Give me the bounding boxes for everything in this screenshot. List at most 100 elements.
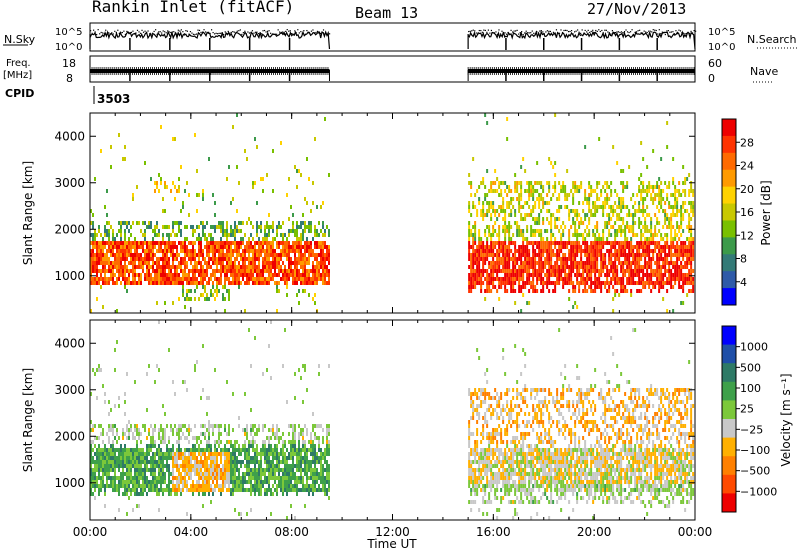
heatmap-cell bbox=[208, 265, 210, 269]
heatmap-cell bbox=[686, 225, 689, 229]
heatmap-cell bbox=[666, 241, 669, 245]
heatmap-cell bbox=[520, 213, 523, 217]
heatmap-cell bbox=[124, 456, 126, 460]
heatmap-cell bbox=[596, 277, 599, 281]
heatmap-cell bbox=[582, 265, 585, 269]
heatmap-cell bbox=[194, 424, 196, 428]
heatmap-cell bbox=[296, 237, 298, 241]
heatmap-cell bbox=[94, 372, 96, 376]
heatmap-cell bbox=[276, 265, 278, 269]
heatmap-cell bbox=[252, 225, 254, 229]
heatmap-cell bbox=[136, 504, 138, 508]
heatmap-cell bbox=[154, 229, 156, 233]
heatmap-cell bbox=[542, 277, 545, 281]
heatmap-cell bbox=[618, 281, 621, 285]
heatmap-cell bbox=[632, 261, 635, 265]
heatmap-cell bbox=[168, 484, 170, 488]
heatmap-cell bbox=[232, 265, 234, 269]
heatmap-cell bbox=[660, 197, 663, 201]
heatmap-cell bbox=[174, 281, 176, 285]
heatmap-cell bbox=[644, 209, 647, 213]
heatmap-cell bbox=[576, 265, 579, 269]
heatmap-cell bbox=[200, 432, 202, 436]
heatmap-cell bbox=[614, 265, 617, 269]
heatmap-cell bbox=[92, 428, 94, 432]
heatmap-cell bbox=[546, 245, 549, 249]
heatmap-cell bbox=[260, 241, 262, 245]
heatmap-cell bbox=[668, 221, 671, 225]
heatmap-cell bbox=[92, 225, 94, 229]
heatmap-cell bbox=[98, 281, 100, 285]
heatmap-cell bbox=[620, 249, 623, 253]
heatmap-cell bbox=[610, 269, 613, 273]
heatmap-cell bbox=[472, 261, 475, 265]
heatmap-cell bbox=[94, 468, 96, 472]
heatmap-cell bbox=[134, 468, 136, 472]
heatmap-cell bbox=[158, 464, 160, 468]
heatmap-cell bbox=[188, 193, 190, 197]
heatmap-cell bbox=[96, 460, 98, 464]
heatmap-cell bbox=[110, 408, 112, 412]
heatmap-cell bbox=[642, 209, 645, 213]
heatmap-cell bbox=[660, 157, 663, 161]
heatmap-cell bbox=[116, 440, 118, 444]
heatmap-cell bbox=[576, 209, 579, 213]
heatmap-cell bbox=[122, 253, 124, 257]
heatmap-cell bbox=[144, 456, 146, 460]
heatmap-cell bbox=[150, 480, 152, 484]
nsky-panel: N.Sky 10^5 10^0 10^5 10^0 N.Search bbox=[3, 22, 797, 53]
heatmap-cell bbox=[264, 233, 266, 237]
heatmap-cell bbox=[108, 484, 110, 488]
heatmap-cell bbox=[204, 472, 206, 476]
nsearch-dot bbox=[657, 33, 659, 35]
heatmap-cell bbox=[512, 197, 515, 201]
nsearch-dot bbox=[511, 31, 514, 33]
heatmap-cell bbox=[208, 480, 210, 484]
heatmap-cell bbox=[112, 448, 114, 452]
heatmap-cell bbox=[182, 488, 184, 492]
heatmap-cell bbox=[108, 468, 110, 472]
heatmap-cell bbox=[674, 269, 677, 273]
heatmap-cell bbox=[468, 245, 471, 249]
heatmap-cell bbox=[168, 468, 170, 472]
heatmap-cell bbox=[512, 261, 515, 265]
heatmap-cell bbox=[206, 249, 208, 253]
heatmap-cell bbox=[128, 432, 130, 436]
heatmap-cell bbox=[188, 488, 190, 492]
heatmap-cell bbox=[488, 201, 491, 205]
heatmap-cell bbox=[148, 241, 150, 245]
heatmap-cell bbox=[508, 257, 511, 261]
heatmap-cell bbox=[92, 492, 94, 496]
heatmap-cell bbox=[100, 261, 102, 265]
heatmap-cell bbox=[158, 432, 160, 436]
heatmap-cell bbox=[474, 253, 477, 257]
heatmap-cell bbox=[176, 257, 178, 261]
heatmap-cell bbox=[210, 249, 212, 253]
heatmap-cell bbox=[162, 225, 164, 229]
nsearch-dot bbox=[663, 32, 665, 34]
heatmap-cell bbox=[134, 460, 136, 464]
heatmap-cell bbox=[138, 472, 140, 476]
heatmap-cell bbox=[472, 277, 475, 281]
heatmap-cell bbox=[674, 245, 677, 249]
heatmap-cell bbox=[114, 460, 116, 464]
heatmap-cell bbox=[498, 193, 501, 197]
heatmap-cell bbox=[528, 265, 531, 269]
nsearch-dot bbox=[558, 32, 561, 34]
heatmap-cell bbox=[248, 249, 250, 253]
heatmap-cell bbox=[682, 205, 685, 209]
heatmap-cell bbox=[154, 181, 156, 185]
heatmap-cell bbox=[184, 273, 186, 277]
heatmap-cell bbox=[578, 273, 581, 277]
heatmap-cell bbox=[572, 261, 575, 265]
heatmap-cell bbox=[102, 253, 104, 257]
heatmap-cell bbox=[254, 137, 256, 141]
heatmap-cell bbox=[610, 249, 613, 253]
heatmap-cell bbox=[168, 472, 170, 476]
nsearch-dot bbox=[693, 30, 695, 32]
heatmap-cell bbox=[262, 265, 264, 269]
heatmap-cell bbox=[214, 261, 216, 265]
heatmap-cell bbox=[310, 277, 312, 281]
heatmap-cell bbox=[138, 273, 140, 277]
heatmap-cell bbox=[480, 245, 483, 249]
